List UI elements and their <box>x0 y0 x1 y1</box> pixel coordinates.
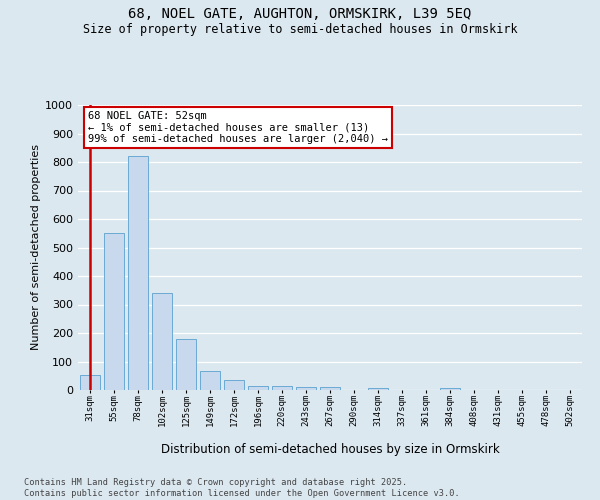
Text: Size of property relative to semi-detached houses in Ormskirk: Size of property relative to semi-detach… <box>83 22 517 36</box>
Bar <box>176 340 196 390</box>
Bar <box>80 375 100 390</box>
Bar <box>296 387 316 390</box>
Bar <box>104 233 124 390</box>
Bar <box>440 388 460 390</box>
Bar <box>320 387 340 390</box>
Bar <box>272 386 292 390</box>
Bar <box>248 386 268 390</box>
Bar <box>368 388 388 390</box>
Y-axis label: Number of semi-detached properties: Number of semi-detached properties <box>31 144 41 350</box>
Text: 68 NOEL GATE: 52sqm
← 1% of semi-detached houses are smaller (13)
99% of semi-de: 68 NOEL GATE: 52sqm ← 1% of semi-detache… <box>88 110 388 144</box>
Bar <box>152 293 172 390</box>
Text: 68, NOEL GATE, AUGHTON, ORMSKIRK, L39 5EQ: 68, NOEL GATE, AUGHTON, ORMSKIRK, L39 5E… <box>128 8 472 22</box>
Text: Contains HM Land Registry data © Crown copyright and database right 2025.
Contai: Contains HM Land Registry data © Crown c… <box>24 478 460 498</box>
Bar <box>224 380 244 390</box>
Bar <box>200 370 220 390</box>
Text: Distribution of semi-detached houses by size in Ormskirk: Distribution of semi-detached houses by … <box>161 442 499 456</box>
Bar <box>128 156 148 390</box>
